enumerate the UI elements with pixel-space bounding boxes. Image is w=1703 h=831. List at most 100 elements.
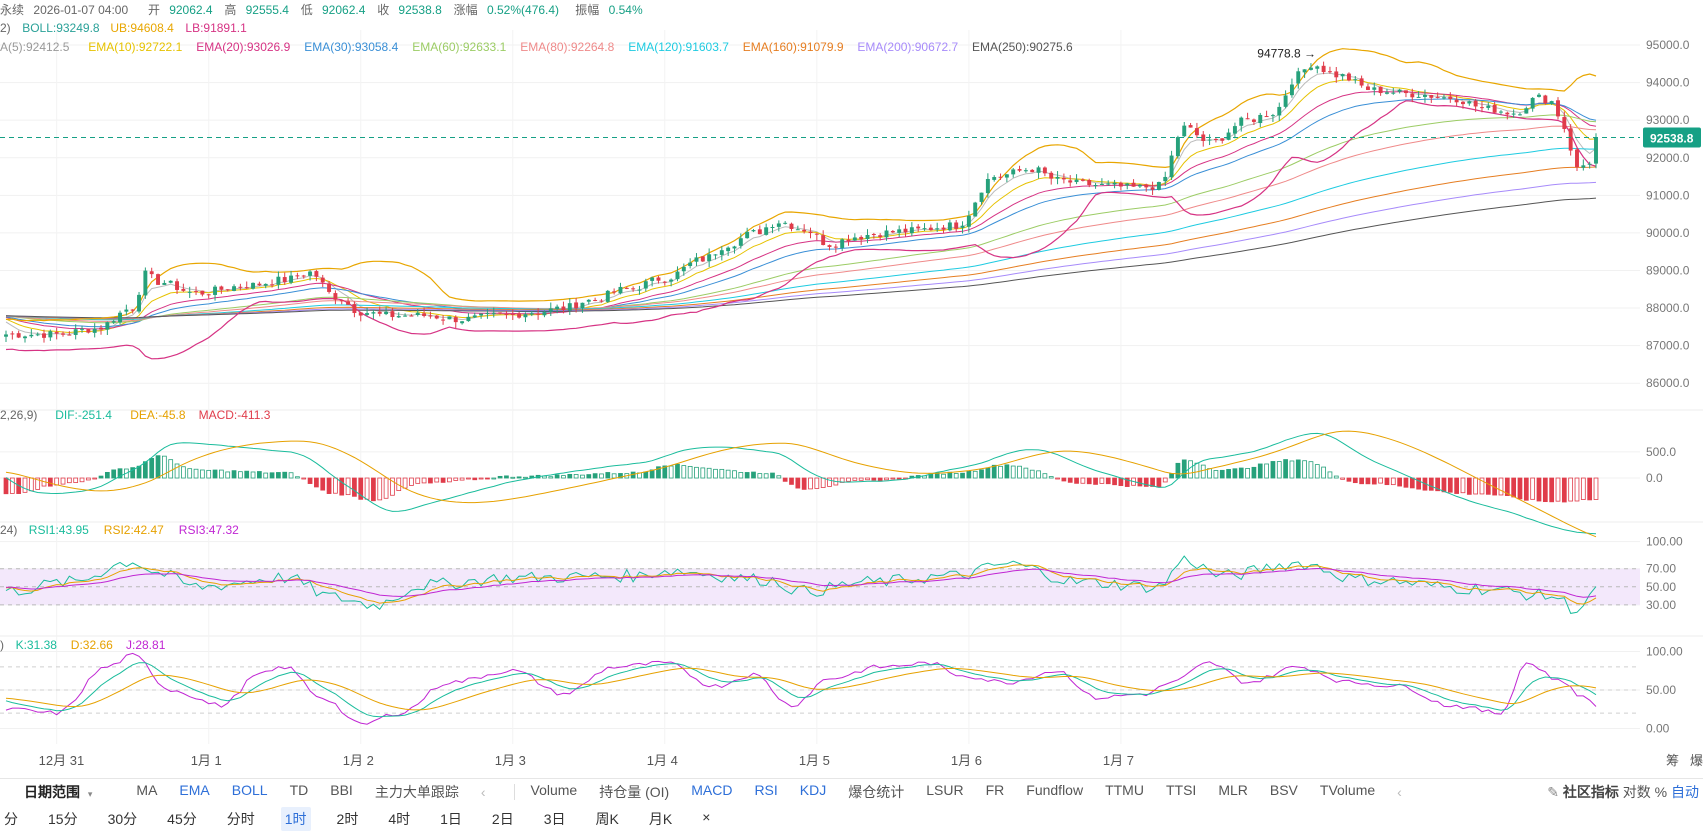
macd-histogram-bar [181,466,186,479]
candle-body [403,315,408,317]
macd-histogram-bar [1270,461,1276,479]
macd-histogram-bar [668,465,674,479]
macd-histogram-bar [130,467,136,479]
sub-indicator-11[interactable]: MLR [1218,782,1248,798]
candle-body [859,236,864,240]
candle-body [808,231,813,234]
macd-histogram-bar [1435,477,1440,492]
candle-body [1372,87,1377,90]
candle-body [99,327,103,330]
candle-body [213,286,218,295]
candle-body [909,227,914,234]
candle-body [200,290,205,295]
timeframe-7[interactable]: 4时 [388,810,411,827]
community-indicators-button[interactable]: ✎ 社区指标 [1547,782,1619,802]
macd-histogram-bar [472,477,478,481]
candle-body [1556,100,1560,117]
macd-histogram-bar [1536,477,1542,502]
macd-histogram-bar [1143,477,1149,487]
timeframe-2[interactable]: 30分 [107,810,138,827]
timeframe-12[interactable]: 月K [648,810,673,827]
auto-scale-toggle[interactable]: 自动 [1671,784,1699,800]
candle-body [276,276,281,285]
sub-indicator-0[interactable]: Volume [530,782,578,798]
macd-histogram-bar [364,477,370,500]
main-indicator-2[interactable]: BOLL [231,782,268,798]
main-indicator-3[interactable]: TD [289,782,309,798]
timeframe-10[interactable]: 3日 [543,810,566,827]
sub-indicator-8[interactable]: Fundflow [1026,782,1084,798]
macd-histogram-bar [1593,477,1599,500]
ema-lines [5,72,1597,336]
macd-histogram-bar [3,477,9,495]
timeframe-3[interactable]: 45分 [167,810,197,827]
sub-indicator-7[interactable]: FR [985,782,1005,798]
macd-histogram-bar [827,477,832,487]
candle-body [840,239,845,248]
close-icon[interactable]: × [702,808,711,825]
timeframe-1[interactable]: 15分 [48,810,78,827]
sub-indicator-6[interactable]: LSUR [926,782,964,798]
main-indicator-1[interactable]: EMA [179,782,210,798]
macd-histogram-bar [852,477,858,481]
macd-histogram-bar [1124,477,1130,487]
sub-indicator-13[interactable]: TVolume [1319,782,1376,798]
candle-body [580,302,585,309]
candle-body [124,309,129,312]
candle-body [295,275,300,277]
macd-histogram-bar [605,472,611,479]
legend-item: 收 [377,3,389,17]
main-indicator-4[interactable]: BBI [330,782,353,798]
price-y-tick: 86000.0 [1646,376,1690,390]
macd-dif-line [5,432,1597,535]
timeframe-8[interactable]: 1日 [440,810,462,827]
main-indicator-5[interactable]: 主力大单跟踪 [374,784,459,800]
sub-indicator-3[interactable]: RSI [754,782,778,798]
timeframe-11[interactable]: 周K [595,810,619,827]
timeframe-6[interactable]: 2时 [336,810,359,827]
candle-body [1169,155,1174,178]
candle-body [1492,104,1497,113]
timeframe-4[interactable]: 分时 [226,810,255,827]
candle-body [561,306,566,310]
candle-body [675,271,680,280]
macd-histogram-bar [428,477,433,484]
macd-histogram-bar [352,477,357,497]
more-sub-icon[interactable]: ‹ [1397,784,1402,800]
candle-body [1030,169,1035,173]
legend-item: K:31.38 [16,638,58,652]
candle-body [1239,117,1244,126]
more-icon[interactable]: ‹ [480,784,486,800]
candle-body [1480,107,1484,109]
candle-body [1213,138,1218,140]
log-scale-toggle[interactable]: 对数 [1622,784,1651,800]
sub-indicator-9[interactable]: TTMU [1105,782,1144,798]
macd-histogram-bar [22,477,28,493]
macd-histogram-bar [820,477,826,488]
main-indicator-0[interactable]: MA [136,782,158,798]
date-range-selector[interactable]: 日期范围 ▾ [24,782,92,802]
candle-body [1321,65,1326,73]
percent-toggle[interactable]: % [1654,784,1668,800]
timeframe-5[interactable]: 1时 [280,806,311,831]
macd-histogram-bar [276,472,281,479]
macd-histogram-bar [1257,463,1263,479]
indicator-toolbar: 日期范围 ▾ MA EMA BOLL TD BBI 主力大单跟踪 ‹ Volume 持仓量 … [0,778,1703,805]
timeframe-0[interactable]: 分 [4,810,18,827]
macd-histogram-bar [162,455,167,479]
legend-item: 2,26,9) [0,408,37,422]
macd-histogram-bar [447,477,452,483]
sub-indicator-4[interactable]: KDJ [799,782,827,798]
macd-histogram-bar [117,468,123,479]
macd-histogram-bar [1504,477,1510,496]
sub-indicator-5[interactable]: 爆仓统计 [848,784,905,800]
candle-body [738,238,743,246]
sub-indicator-10[interactable]: TTSI [1165,782,1197,798]
candle-body [605,290,610,302]
sub-indicator-1[interactable]: 持仓量 (OI) [599,784,670,800]
timeframe-9[interactable]: 2日 [491,810,514,827]
sub-indicator-12[interactable]: BSV [1269,782,1298,798]
candle-body [510,313,515,315]
sub-indicator-2[interactable]: MACD [691,782,733,798]
